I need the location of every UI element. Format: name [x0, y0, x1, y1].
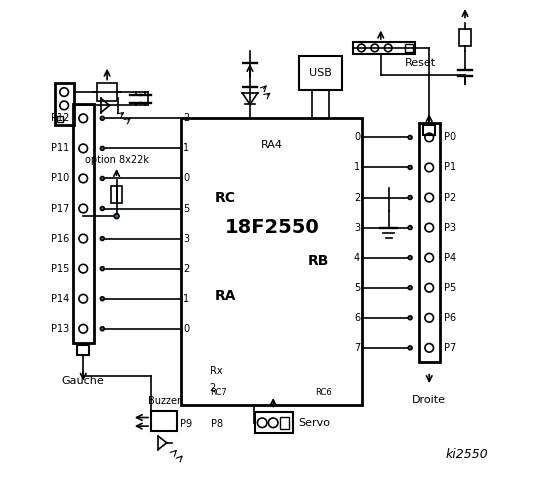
Text: 2: 2 — [184, 113, 190, 123]
Text: 1: 1 — [184, 294, 190, 304]
Text: 2: 2 — [184, 264, 190, 274]
Bar — [151, 411, 178, 431]
Text: P4: P4 — [444, 252, 456, 263]
Bar — [299, 56, 342, 90]
Text: RC: RC — [215, 192, 236, 205]
Text: 5: 5 — [184, 204, 190, 214]
Text: 7: 7 — [354, 343, 360, 353]
Text: 4: 4 — [354, 252, 360, 263]
Text: P0: P0 — [444, 132, 456, 143]
Bar — [353, 42, 415, 54]
Text: P1: P1 — [444, 162, 456, 172]
Bar — [255, 412, 293, 433]
Text: P8: P8 — [211, 419, 223, 429]
Text: Reset: Reset — [405, 59, 436, 69]
Circle shape — [101, 297, 104, 300]
Text: P5: P5 — [444, 283, 456, 293]
Text: P10: P10 — [51, 173, 69, 183]
Bar — [424, 125, 435, 135]
Text: 0: 0 — [354, 132, 360, 143]
Circle shape — [408, 196, 412, 199]
Text: RA: RA — [215, 289, 236, 303]
Text: P15: P15 — [50, 264, 69, 274]
Bar — [460, 29, 471, 46]
Circle shape — [408, 226, 412, 229]
Circle shape — [101, 206, 104, 210]
Circle shape — [408, 346, 412, 350]
Text: 3: 3 — [184, 234, 190, 243]
Text: P2: P2 — [444, 192, 456, 203]
Circle shape — [408, 135, 412, 139]
Circle shape — [101, 146, 104, 150]
Text: P14: P14 — [51, 294, 69, 304]
Bar — [97, 84, 117, 101]
Text: RB: RB — [307, 254, 329, 268]
Circle shape — [114, 214, 119, 218]
Text: P13: P13 — [51, 324, 69, 334]
Bar — [181, 118, 362, 405]
Text: P17: P17 — [50, 204, 69, 214]
Text: RA4: RA4 — [260, 140, 283, 150]
Text: 1: 1 — [354, 162, 360, 172]
Circle shape — [101, 237, 104, 240]
Text: 2: 2 — [354, 192, 360, 203]
Text: RC7: RC7 — [210, 388, 226, 397]
Text: ki2550: ki2550 — [446, 448, 489, 461]
Text: P9: P9 — [180, 419, 192, 429]
Circle shape — [408, 166, 412, 169]
Text: Droite: Droite — [412, 396, 446, 405]
Text: P3: P3 — [444, 223, 456, 233]
Text: 18F2550: 18F2550 — [225, 217, 319, 237]
Text: Rx: Rx — [210, 366, 222, 376]
Circle shape — [408, 256, 412, 260]
Text: 0: 0 — [184, 173, 190, 183]
Circle shape — [101, 327, 104, 331]
Bar — [55, 83, 74, 125]
Circle shape — [101, 116, 104, 120]
Text: 1: 1 — [184, 144, 190, 154]
Circle shape — [408, 286, 412, 289]
Text: 6: 6 — [354, 313, 360, 323]
Text: USB: USB — [309, 68, 332, 78]
Bar — [405, 44, 413, 52]
Text: P12: P12 — [50, 113, 69, 123]
Text: P6: P6 — [444, 313, 456, 323]
Text: 0: 0 — [184, 324, 190, 334]
Text: Gauche: Gauche — [62, 376, 105, 386]
Bar — [73, 104, 93, 343]
Text: P16: P16 — [51, 234, 69, 243]
Text: option 8x22k: option 8x22k — [85, 155, 149, 165]
Text: 3: 3 — [354, 223, 360, 233]
Text: RC6: RC6 — [315, 388, 331, 397]
Circle shape — [101, 267, 104, 271]
Text: P7: P7 — [444, 343, 456, 353]
Bar — [111, 186, 122, 203]
Bar — [280, 417, 289, 429]
Bar — [77, 346, 89, 355]
Text: Buzzer: Buzzer — [148, 396, 181, 406]
Bar — [419, 123, 440, 362]
Text: 5: 5 — [354, 283, 360, 293]
Circle shape — [408, 316, 412, 320]
Text: P11: P11 — [51, 144, 69, 154]
Bar — [57, 116, 62, 121]
Text: Servo: Servo — [298, 418, 330, 428]
Circle shape — [101, 177, 104, 180]
Text: 2: 2 — [210, 383, 216, 393]
